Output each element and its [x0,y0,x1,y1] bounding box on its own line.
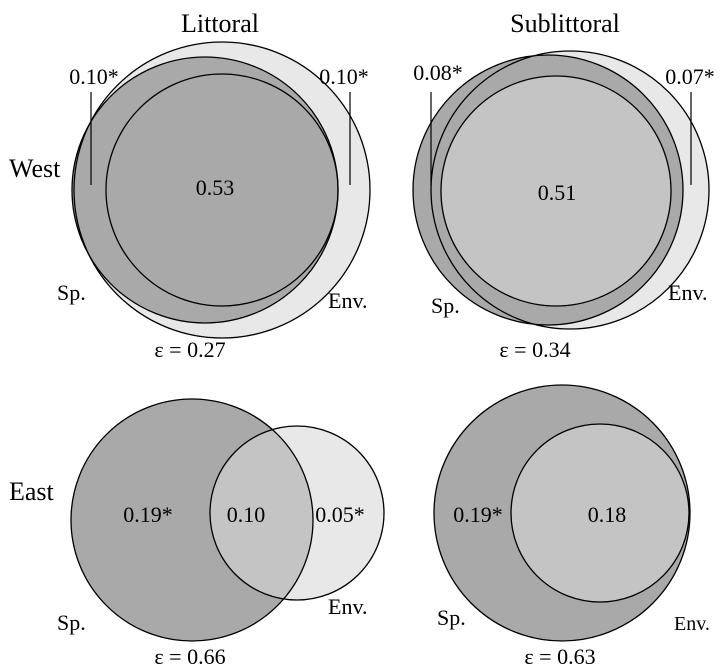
shared-value: 0.53 [196,175,235,200]
shared-value: 0.18 [588,502,627,527]
row-label-west: West [9,154,61,183]
residual-value: ε = 0.66 [154,644,225,669]
species-label: Sp. [57,280,86,305]
panel-west-sublittoral: 0.08* 0.07* 0.51 Sp. Env. ε = 0.34 [412,50,715,362]
column-header-sublittoral: Sublittoral [510,9,620,38]
env-outline [209,425,385,601]
env-outline [105,73,339,307]
shared-value: 0.10 [227,502,266,527]
overlap-fill [106,74,338,306]
species-only-value: 0.19* [123,502,173,527]
species-label: Sp. [57,610,86,635]
overlap-fill [511,424,689,602]
residual-value: ε = 0.27 [154,337,225,362]
env-only-value: 0.10* [319,64,369,89]
overlap-fill [210,426,313,600]
species-outline [70,398,314,642]
residual-value: ε = 0.63 [524,644,595,669]
env-only-value: 0.05* [315,502,365,527]
species-outline [412,54,684,326]
shared-value: 0.51 [538,180,577,205]
env-outer-outline [73,41,371,339]
env-label: Env. [328,594,368,619]
env-label: Env. [668,280,708,305]
species-label: Sp. [437,605,466,630]
residual-value: ε = 0.34 [499,337,570,362]
species-only-value: 0.08* [413,60,463,85]
species-only-value: 0.19* [453,502,503,527]
row-label-east: East [9,477,55,506]
env-outer-outline [430,50,710,330]
species-only-value: 0.10* [69,64,119,89]
panel-east-littoral: 0.19* 0.10 0.05* Sp. Env. ε = 0.66 [57,398,385,669]
env-outline [510,423,690,603]
overlap-fill [441,76,671,306]
panel-east-sublittoral: 0.19* 0.18 Sp. Env. ε = 0.63 [433,384,710,669]
species-label: Sp. [431,293,460,318]
column-header-littoral: Littoral [181,9,259,38]
env-label: Env. [674,613,710,635]
env-label: Env. [328,288,368,313]
panel-west-littoral: 0.10* 0.10* 0.53 Sp. Env. ε = 0.27 [57,41,371,362]
env-only-value: 0.07* [665,64,715,89]
species-outline [433,384,691,642]
env-outline [440,75,672,307]
